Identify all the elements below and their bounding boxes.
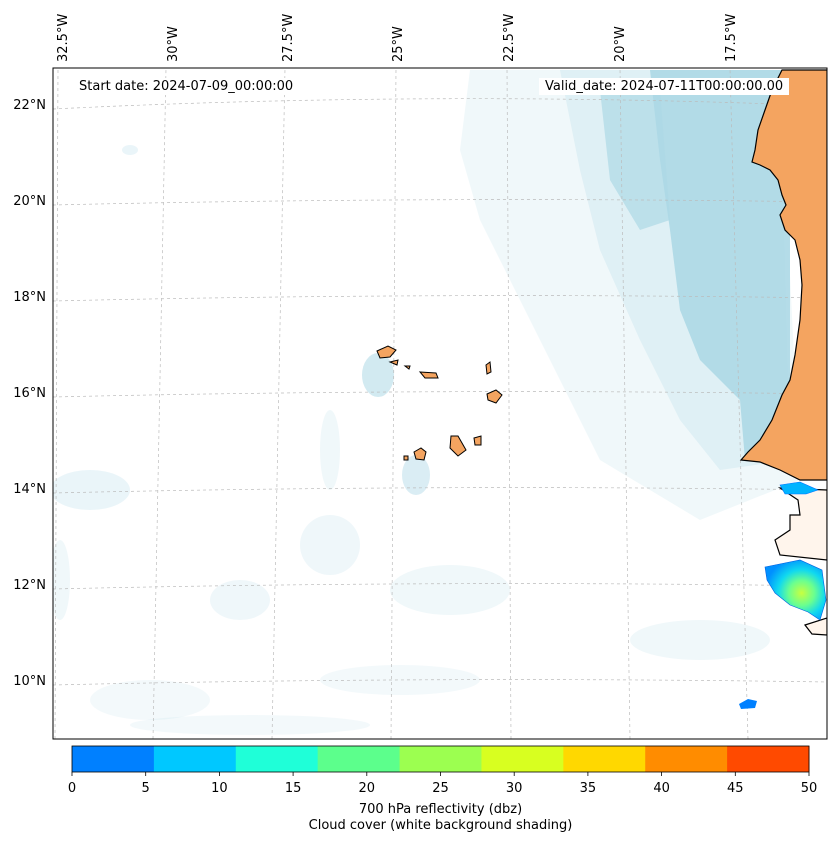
colorbar-cell (727, 746, 810, 772)
colorbar-tick-label: 40 (653, 781, 670, 796)
lon-tick-label: 30°W (166, 26, 181, 62)
senegal-land (774, 487, 827, 561)
lat-tick-label: 18°N (13, 290, 46, 305)
colorbar-cell (153, 746, 237, 772)
colorbar-tick-label: 10 (211, 781, 228, 796)
lat-tick-label: 12°N (13, 578, 46, 593)
colorbar-cell (481, 746, 564, 772)
lon-tick-label: 17.5°W (724, 13, 739, 62)
lat-tick-label: 20°N (13, 194, 46, 209)
lon-tick-label: 25°W (391, 26, 406, 62)
colorbar-cell (563, 746, 646, 772)
colorbar-tick-label: 45 (727, 781, 744, 796)
lon-tick-label: 22.5°W (502, 13, 517, 62)
lat-tick-label: 10°N (13, 674, 46, 689)
cloud-cover-shading (53, 70, 800, 735)
colorbar-label-line1: 700 hPa reflectivity (dbz) (358, 802, 523, 817)
start-date-label: Start date: 2024-07-09_00:00:00 (73, 78, 300, 95)
colorbar-cell (645, 746, 728, 772)
reflectivity-cell-south (739, 699, 757, 709)
reflectivity-cell-main (764, 559, 827, 621)
lat-tick-label: 14°N (13, 482, 46, 497)
cape-verde-islands (376, 345, 503, 461)
colorbar-cell (317, 746, 401, 772)
valid-date-label: Valid_date: 2024-07-11T00:00:00.00 (539, 78, 790, 95)
colorbar-tick-label: 5 (141, 781, 150, 796)
colorbar-cell (235, 746, 319, 772)
africa-land (739, 69, 827, 481)
colorbar-cell (399, 746, 482, 772)
colorbar-label-line2: Cloud cover (white background shading) (308, 818, 573, 833)
colorbar (72, 746, 810, 772)
gridlines (53, 68, 827, 739)
reflectivity-cells (739, 481, 827, 709)
lon-tick-label: 27.5°W (281, 13, 296, 62)
colorbar-tick-label: 15 (284, 781, 302, 796)
lon-tick-label: 32.5°W (56, 13, 71, 62)
colorbar-tick-label: 0 (67, 781, 77, 796)
colorbar-tick-label: 35 (579, 781, 597, 796)
guinea-coast (803, 617, 827, 636)
colorbar-tick-label: 20 (358, 781, 376, 796)
colorbar-tick-label: 50 (800, 781, 818, 796)
lat-tick-label: 16°N (13, 386, 46, 401)
map-frame (52, 67, 828, 740)
colorbar-cell (72, 746, 155, 772)
colorbar-tick-label: 25 (432, 781, 449, 796)
lon-tick-label: 20°W (613, 26, 628, 62)
colorbar-tick-label: 30 (505, 781, 523, 796)
lat-tick-label: 22°N (13, 98, 46, 113)
reflectivity-cell-north (779, 481, 819, 495)
